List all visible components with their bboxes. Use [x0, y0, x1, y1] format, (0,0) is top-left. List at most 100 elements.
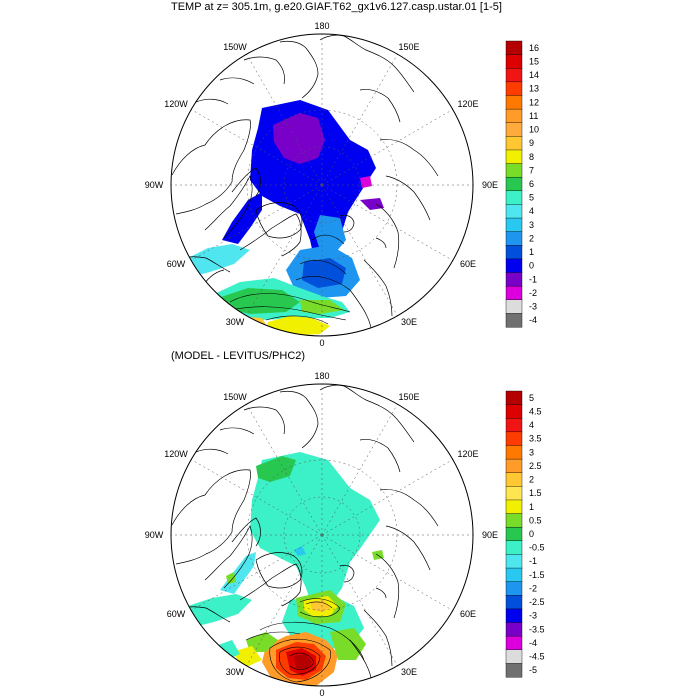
- colorbar-label: -4: [529, 638, 537, 648]
- colorbar-label: 1: [529, 502, 534, 512]
- colorbar-swatch: [505, 190, 523, 205]
- colorbar-swatch: [505, 663, 523, 678]
- colorbar-swatch: [505, 176, 523, 192]
- lon-label-120e: 120E: [457, 99, 478, 109]
- colorbar-label: -1.5: [529, 570, 545, 580]
- lon-label-180: 180: [314, 371, 329, 381]
- colorbar-swatch: [505, 526, 523, 542]
- coastline: [171, 384, 439, 686]
- graticule: [171, 34, 473, 336]
- colorbar-label: 7: [529, 165, 534, 175]
- colorbar-swatch: [505, 472, 523, 487]
- colorbar-label: 2: [529, 475, 534, 485]
- lon-label-30e: 30E: [401, 317, 417, 327]
- colorbar-label: 0: [529, 529, 534, 539]
- colorbar-label: -3: [529, 611, 537, 621]
- lon-label-150w: 150W: [223, 392, 247, 402]
- polar-map-temperature: 180 150W 150E 120W 120E 90W 90E 60W 60E …: [145, 21, 539, 348]
- colorbar-swatch: [505, 608, 523, 624]
- colorbar-swatch: [505, 635, 523, 651]
- colorbar-label: -2.5: [529, 597, 545, 607]
- colorbar-difference: 5 4.5 4 3.5 3 2.5 2 1.5 1 0.5 0 -0.5 -1 -1.5 -2 -2.5 -3 -…: [505, 390, 545, 678]
- colorbar-label: 6: [529, 179, 534, 189]
- colorbar-label: 4: [529, 420, 534, 430]
- colorbar-label: -0.5: [529, 543, 545, 553]
- colorbar-label: 5: [529, 393, 534, 403]
- lon-label-150e: 150E: [398, 392, 419, 402]
- map-border: [170, 33, 474, 337]
- lon-label-120w: 120W: [164, 449, 188, 459]
- colorbar-label: 0.5: [529, 515, 542, 525]
- colorbar-swatch: [505, 217, 523, 233]
- colorbar-label: -4.5: [529, 652, 545, 662]
- colorbar-label: 4.5: [529, 406, 542, 416]
- colorbar-swatch: [505, 231, 523, 246]
- colorbar-swatch: [505, 163, 523, 178]
- colorbar-label: -1: [529, 274, 537, 284]
- colorbar-label: 13: [529, 84, 539, 94]
- colorbar-label: 3: [529, 447, 534, 457]
- colorbar-label: 14: [529, 70, 539, 80]
- colorbar-swatch: [505, 513, 523, 528]
- colorbar-label: 2.5: [529, 461, 542, 471]
- lon-label-90w: 90W: [145, 530, 164, 540]
- graticule: [171, 384, 473, 686]
- colorbar-swatch: [505, 567, 523, 583]
- lon-label-120e: 120E: [457, 449, 478, 459]
- colorbar-label: 0: [529, 261, 534, 271]
- colorbar-swatch: [505, 122, 523, 137]
- coastline: [171, 34, 439, 336]
- lon-label-60e: 60E: [460, 609, 476, 619]
- polar-map-difference: 180 150W 150E 120W 120E 90W 90E 60W 60E …: [145, 371, 545, 698]
- colorbar-swatch: [505, 581, 523, 596]
- lon-label-90e: 90E: [482, 180, 498, 190]
- colorbar-swatch: [505, 649, 523, 664]
- colorbar-swatch: [505, 68, 523, 83]
- colorbar-swatch: [505, 95, 523, 110]
- colorbar-label: 3: [529, 220, 534, 230]
- colorbar-swatch: [505, 204, 523, 219]
- lon-label-90w: 90W: [145, 180, 164, 190]
- lon-label-60w: 60W: [167, 259, 186, 269]
- colorbar-swatch: [505, 595, 523, 610]
- colorbar-label: 16: [529, 43, 539, 53]
- colorbar-label: 11: [529, 111, 538, 121]
- colorbar-swatch: [505, 81, 523, 96]
- lon-label-30w: 30W: [226, 667, 245, 677]
- colorbar-swatch: [505, 299, 523, 314]
- lon-label-150w: 150W: [223, 42, 247, 52]
- colorbar-label: 2: [529, 233, 534, 243]
- colorbar-swatch: [505, 404, 523, 419]
- lon-label-180: 180: [314, 21, 329, 31]
- map-title-difference: (MODEL - LEVITUS/PHC2): [171, 350, 306, 362]
- colorbar-swatch: [505, 54, 523, 69]
- colorbar-label: -3.5: [529, 624, 545, 634]
- colorbar-label: -4: [529, 315, 537, 325]
- colorbar-swatch: [505, 313, 523, 328]
- colorbar-swatch: [505, 272, 523, 287]
- colorbar-swatch: [505, 499, 523, 515]
- colorbar-label: 9: [529, 138, 534, 148]
- colorbar-swatch: [505, 486, 523, 501]
- lon-label-0: 0: [319, 688, 324, 698]
- colorbar-label: 1: [529, 247, 534, 257]
- colorbar-label: -5: [529, 665, 537, 675]
- lon-label-30w: 30W: [226, 317, 245, 327]
- lon-label-30e: 30E: [401, 667, 417, 677]
- colorbar-label: -1: [529, 556, 537, 566]
- colorbar-swatch: [505, 285, 523, 301]
- colorbar-label: 5: [529, 193, 534, 203]
- colorbar-swatch: [505, 445, 523, 460]
- colorbar-swatch: [505, 390, 523, 406]
- map-border: [170, 383, 474, 687]
- colorbar-label: 4: [529, 206, 534, 216]
- colorbar-swatch: [505, 554, 523, 569]
- lon-label-0: 0: [319, 338, 324, 348]
- colorbar-label: 10: [529, 125, 539, 135]
- colorbar-label: -2: [529, 288, 537, 298]
- colorbar-swatch: [505, 40, 523, 56]
- colorbar-swatch: [505, 540, 523, 555]
- colorbar-label: 12: [529, 97, 539, 107]
